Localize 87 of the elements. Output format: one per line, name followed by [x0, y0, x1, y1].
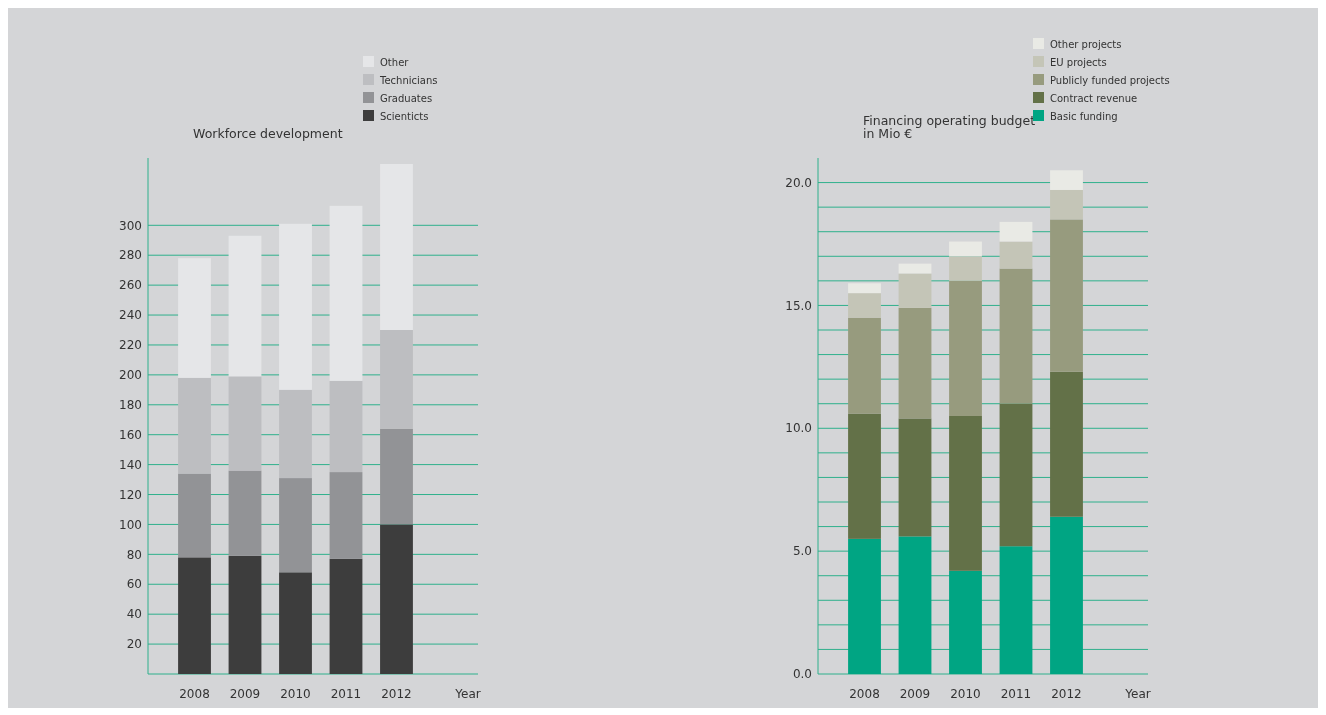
y-tick-label: 15.0	[785, 298, 812, 313]
bar	[380, 163, 413, 330]
x-axis-title: Year	[1124, 687, 1151, 701]
chart-title: Workforce development	[193, 126, 343, 141]
y-tick-label: 10.0	[785, 421, 812, 436]
bar	[949, 570, 982, 674]
bar	[1050, 371, 1083, 517]
y-tick-label: 300	[119, 218, 142, 233]
bar	[329, 205, 363, 381]
bar	[949, 416, 982, 571]
x-tick-label: 2009	[229, 687, 261, 701]
bar	[228, 470, 262, 556]
y-tick-label: 160	[119, 427, 142, 442]
x-tick-label: 2010	[280, 687, 311, 701]
bar	[898, 273, 932, 308]
legend-label: Technicians	[379, 74, 438, 86]
y-tick-label: 120	[119, 487, 142, 502]
bar	[999, 221, 1033, 242]
y-tick-label: 200	[119, 368, 142, 383]
bar	[178, 377, 211, 474]
bar	[178, 557, 211, 674]
bar	[999, 546, 1033, 674]
bar	[949, 241, 982, 257]
y-tick-label: 80	[126, 547, 142, 562]
legend-label: Scienticts	[380, 110, 429, 122]
bar	[848, 413, 881, 539]
y-tick-label: 140	[119, 457, 142, 472]
x-tick-label: 2011	[330, 687, 362, 701]
bar	[848, 293, 881, 318]
bar	[279, 389, 312, 479]
bar	[228, 376, 262, 471]
bar	[1050, 516, 1083, 674]
y-tick-label: 240	[119, 308, 142, 323]
bar	[228, 235, 262, 377]
y-tick-label: 20	[126, 637, 142, 652]
bar	[999, 241, 1033, 269]
bar	[279, 572, 312, 674]
x-tick-label: 2012	[381, 687, 412, 701]
bar	[848, 538, 881, 674]
bar	[228, 555, 262, 674]
bar	[329, 380, 363, 473]
legend-label: EU projects	[1050, 56, 1107, 68]
bar	[949, 256, 982, 281]
bar	[329, 472, 363, 559]
bar	[279, 478, 312, 573]
bar	[329, 558, 363, 674]
x-tick-label: 2008	[849, 687, 880, 701]
bar	[848, 317, 881, 414]
legend-label: Other projects	[1050, 38, 1122, 50]
y-tick-label: 60	[126, 577, 142, 592]
bar	[898, 307, 932, 419]
y-tick-label: 5.0	[792, 544, 812, 559]
bar	[279, 223, 312, 390]
legend-label: Contract revenue	[1050, 92, 1138, 104]
x-tick-label: 2008	[179, 687, 210, 701]
bar	[1050, 170, 1083, 190]
x-axis-title: Year	[454, 687, 481, 701]
x-tick-label: 2009	[899, 687, 931, 701]
bar	[178, 473, 211, 558]
x-tick-label: 2010	[950, 687, 981, 701]
legend-label: Basic funding	[1050, 110, 1118, 122]
bar	[949, 280, 982, 416]
x-tick-label: 2012	[1051, 687, 1082, 701]
y-tick-label: 280	[119, 248, 142, 263]
y-tick-label: 260	[119, 278, 142, 293]
bar	[848, 283, 881, 294]
y-tick-label: 100	[119, 517, 142, 532]
y-tick-label: 20.0	[785, 175, 812, 190]
bar	[999, 268, 1033, 404]
y-tick-label: 40	[126, 607, 142, 622]
bar	[1050, 219, 1083, 372]
y-tick-label: 180	[119, 397, 142, 412]
legend-label: Other	[380, 56, 410, 68]
x-tick-label: 2011	[1000, 687, 1032, 701]
legend-label: Publicly funded projects	[1050, 74, 1170, 86]
y-tick-label: 220	[119, 338, 142, 353]
bar	[1050, 189, 1083, 220]
bar	[178, 258, 211, 378]
legend-label: Graduates	[380, 92, 433, 104]
y-tick-label: 0.0	[792, 667, 812, 682]
bar	[898, 536, 932, 674]
bar	[380, 428, 413, 525]
bar	[898, 418, 932, 537]
bar	[380, 330, 413, 429]
bar	[380, 524, 413, 674]
bar	[999, 403, 1033, 547]
chart-title: Financing operating budget in Mio €	[863, 113, 1036, 141]
